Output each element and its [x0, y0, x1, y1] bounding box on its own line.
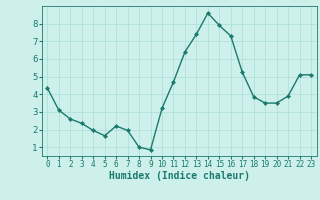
X-axis label: Humidex (Indice chaleur): Humidex (Indice chaleur): [109, 171, 250, 181]
